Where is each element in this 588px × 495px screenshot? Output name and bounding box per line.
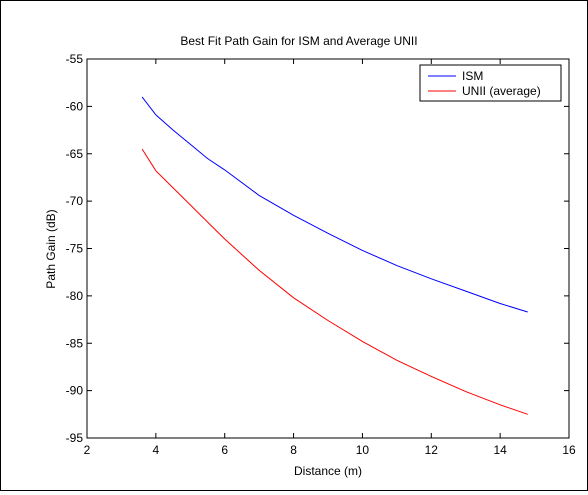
legend-box [419, 64, 562, 102]
x-axis: 2 4 6 8 10 12 14 16 [84, 59, 576, 457]
y-axis: -95 -90 -85 -80 -75 -70 -65 -60 -55 [66, 52, 569, 445]
x-tick-label: 16 [562, 443, 576, 457]
y-tick-label: -75 [66, 242, 84, 256]
x-axis-label: Distance (m) [294, 464, 362, 478]
y-tick-label: -80 [66, 289, 84, 303]
x-tick-label: 2 [84, 443, 91, 457]
chart-title: Best Fit Path Gain for ISM and Average U… [180, 34, 417, 48]
y-tick-label: -65 [66, 147, 84, 161]
legend-entry-label: UNII (average) [462, 84, 541, 98]
y-tick-label: -95 [66, 431, 84, 445]
y-tick-label: -60 [66, 99, 84, 113]
y-tick-label: -90 [66, 384, 84, 398]
y-tick-label: -85 [66, 336, 84, 350]
x-tick-label: 6 [221, 443, 228, 457]
legend-entry-label: ISM [462, 69, 483, 83]
y-axis-label: Path Gain (dB) [44, 209, 58, 288]
x-tick-label: 14 [493, 443, 507, 457]
plot-area [86, 58, 570, 439]
x-tick-label: 8 [290, 443, 297, 457]
series-layer [141, 96, 528, 415]
x-tick-label: 10 [356, 443, 370, 457]
x-tick-label: 12 [425, 443, 439, 457]
y-tick-label: -55 [66, 52, 84, 66]
y-tick-label: -70 [66, 194, 84, 208]
series-line-ism [141, 96, 528, 313]
series-line-unii-average [141, 148, 528, 415]
x-tick-label: 4 [153, 443, 160, 457]
